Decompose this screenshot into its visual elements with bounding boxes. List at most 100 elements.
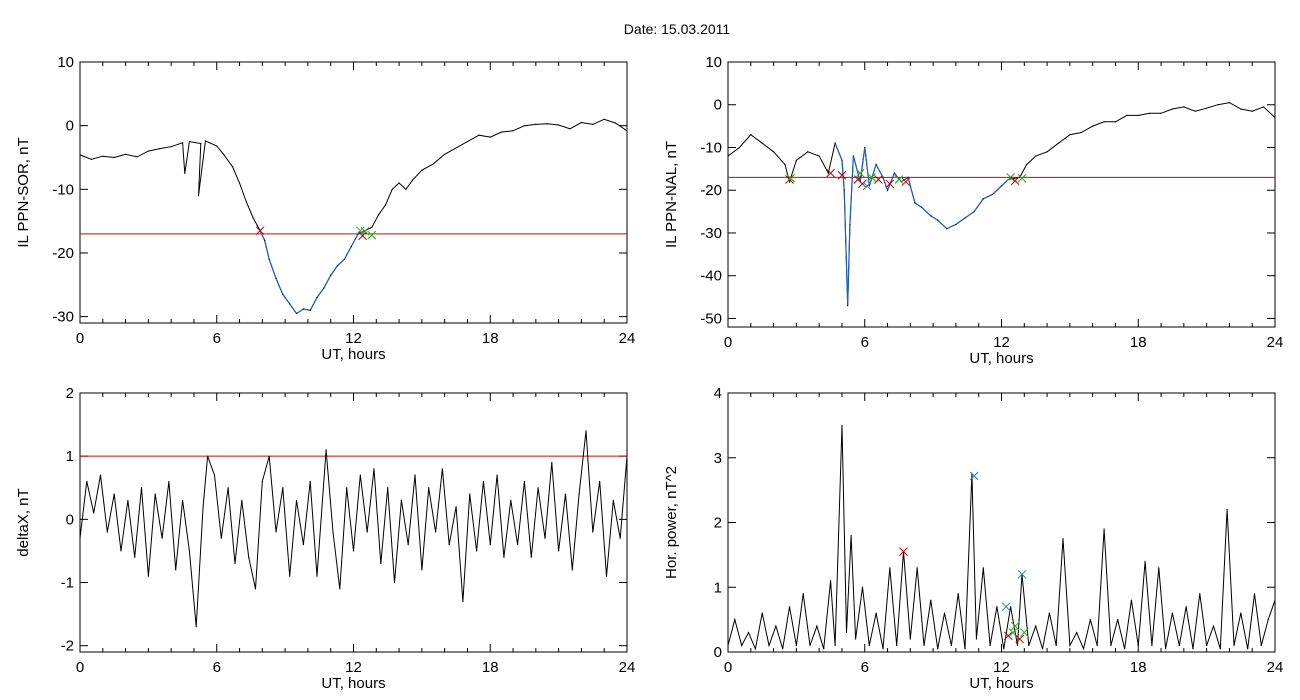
x-tick-label: 12	[993, 659, 1010, 676]
data-point	[302, 544, 304, 546]
data-point	[578, 493, 580, 495]
data-point	[380, 562, 382, 565]
data-point	[350, 246, 352, 248]
plot-area	[80, 430, 627, 628]
data-point	[809, 644, 811, 647]
y-tick-label: 2	[714, 515, 722, 532]
data-point	[106, 531, 108, 533]
data-point	[181, 499, 184, 501]
data-point	[1025, 163, 1028, 166]
data-point	[1130, 599, 1133, 601]
data-point	[316, 296, 318, 299]
data-point	[1028, 644, 1030, 647]
x-tick-label: 6	[213, 659, 221, 676]
data-point	[309, 309, 311, 311]
data-point	[592, 531, 594, 533]
data-point	[855, 638, 857, 640]
y-axis-title: IL PPN-SOR, nT	[15, 137, 32, 247]
data-point	[1160, 112, 1162, 114]
data-point	[612, 499, 614, 501]
data-point	[175, 569, 177, 571]
data-point	[1000, 185, 1003, 187]
data-point	[1228, 102, 1231, 104]
plot-frame	[79, 392, 628, 653]
data-point	[955, 223, 957, 226]
data-point	[1274, 116, 1275, 119]
series-line-1	[728, 425, 1275, 651]
y-tick-label: -1	[61, 575, 74, 592]
data-point	[921, 206, 923, 208]
y-axis-title: Hor. power, nT^2	[663, 466, 680, 579]
data-point	[841, 424, 843, 426]
data-point	[1240, 108, 1242, 110]
data-point	[441, 468, 443, 470]
data-point	[434, 531, 437, 533]
data-point	[469, 493, 471, 495]
data-point	[788, 606, 791, 608]
x-tick-label: 24	[1267, 334, 1284, 351]
data-point	[747, 631, 750, 634]
marker-red	[1010, 176, 1020, 186]
x-tick-label: 0	[76, 330, 84, 347]
data-point	[207, 455, 209, 457]
data-point	[973, 210, 975, 213]
data-point	[782, 648, 784, 650]
data-point	[391, 188, 393, 190]
data-point	[512, 130, 514, 132]
x-tick-label: 6	[861, 334, 869, 351]
data-point	[220, 537, 222, 539]
figure-title: Date: 15.03.2011	[624, 21, 731, 37]
data-point	[159, 147, 161, 150]
data-point	[275, 531, 277, 533]
data-point	[843, 189, 845, 191]
data-point	[489, 136, 491, 138]
x-tick-label: 12	[993, 334, 1010, 351]
x-tick-label: 0	[76, 659, 84, 676]
data-point	[551, 461, 553, 464]
data-point	[400, 499, 402, 501]
x-tick-label: 6	[213, 330, 221, 347]
data-point	[1096, 644, 1098, 647]
data-point	[1233, 644, 1235, 647]
data-point	[1192, 648, 1194, 650]
data-point	[1069, 134, 1071, 136]
data-point	[289, 303, 291, 305]
data-point	[982, 567, 984, 569]
data-point	[1035, 625, 1037, 627]
marker-red	[885, 179, 895, 189]
data-point	[1165, 648, 1167, 650]
data-point	[530, 556, 532, 558]
data-point	[734, 619, 736, 621]
plot-area	[728, 102, 1275, 307]
data-point	[339, 588, 341, 590]
data-point	[1183, 106, 1185, 108]
data-point	[336, 265, 339, 267]
data-point	[1212, 625, 1215, 627]
data-point	[295, 499, 298, 501]
data-point	[523, 125, 526, 127]
data-point	[161, 537, 163, 539]
data-point	[120, 550, 122, 552]
data-point	[784, 163, 786, 166]
data-point	[168, 480, 170, 483]
data-point	[268, 455, 270, 457]
y-tick-label: -10	[700, 139, 722, 156]
data-point	[1057, 142, 1060, 144]
data-point	[754, 648, 756, 650]
data-point	[923, 644, 925, 647]
data-point	[1171, 612, 1174, 614]
data-point	[1035, 155, 1037, 157]
marker-red	[858, 179, 867, 189]
data-point	[1137, 644, 1139, 647]
data-point	[254, 588, 257, 590]
y-tick-label: -10	[52, 181, 74, 198]
data-point	[916, 567, 918, 569]
x-axis-title: UT, hours	[969, 350, 1033, 367]
data-point	[1089, 619, 1091, 621]
data-point	[544, 537, 546, 539]
data-point	[930, 599, 932, 601]
data-point	[1055, 644, 1057, 647]
data-point	[1010, 606, 1012, 608]
data-point	[232, 166, 234, 168]
data-point	[868, 185, 870, 187]
